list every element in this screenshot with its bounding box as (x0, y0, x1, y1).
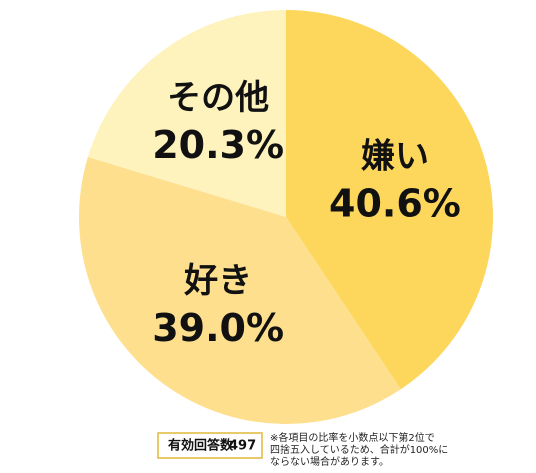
respondents-value: 497 (229, 439, 256, 454)
pie-slice (79, 157, 401, 424)
note: ならない場合があります。 (270, 455, 389, 468)
slice-value-label: 20.3% (152, 123, 284, 167)
slice-value-label: 40.6% (329, 182, 461, 226)
pie-slice (87, 10, 286, 217)
respondents-label: 有効回答数 (168, 438, 234, 454)
pie-slice (286, 10, 493, 390)
note: 四捨五入しているため、合計が100%に (270, 443, 448, 456)
respondents-box (157, 432, 263, 459)
slice-name: その他 (167, 78, 269, 118)
slice-value-label: 39.0% (152, 306, 284, 350)
slice-name: 嫌い (361, 137, 429, 177)
note: ※各項目の比率を小数点以下第2位で (270, 431, 435, 444)
slice-name: 好き (183, 261, 252, 301)
